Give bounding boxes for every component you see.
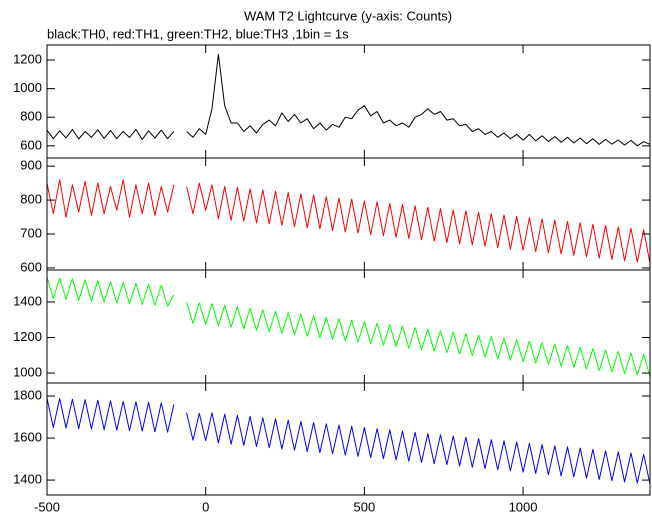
x-tick-label: -500 [34,499,60,514]
y-tick-label: 600 [20,259,42,274]
chart-subtitle: black:TH0, red:TH1, green:TH2, blue:TH3 … [47,26,349,41]
light-curve [46,276,651,377]
y-tick-label: 800 [20,109,42,124]
y-tick-label: 1400 [13,472,42,487]
y-tick-label: 900 [20,158,42,173]
panel-frame [46,382,651,496]
x-tick-label: 500 [354,499,376,514]
chart-title: WAM T2 Lightcurve (y-axis: Counts) [244,8,452,23]
y-tick-label: 1000 [13,364,42,379]
light-curve [46,179,651,264]
y-tick-label: 1200 [13,329,42,344]
y-tick-label: 1400 [13,293,42,308]
y-tick-label: 1800 [13,387,42,402]
x-tick-label: 1000 [509,499,538,514]
x-tick-label: 0 [202,499,209,514]
y-tick-label: 1000 [13,80,42,95]
y-tick-label: 700 [20,225,42,240]
y-tick-label: 800 [20,192,42,207]
y-tick-label: 1200 [13,51,42,66]
light-curve [46,397,651,485]
y-tick-label: 1600 [13,429,42,444]
light-curve [46,53,651,147]
y-tick-label: 600 [20,137,42,152]
